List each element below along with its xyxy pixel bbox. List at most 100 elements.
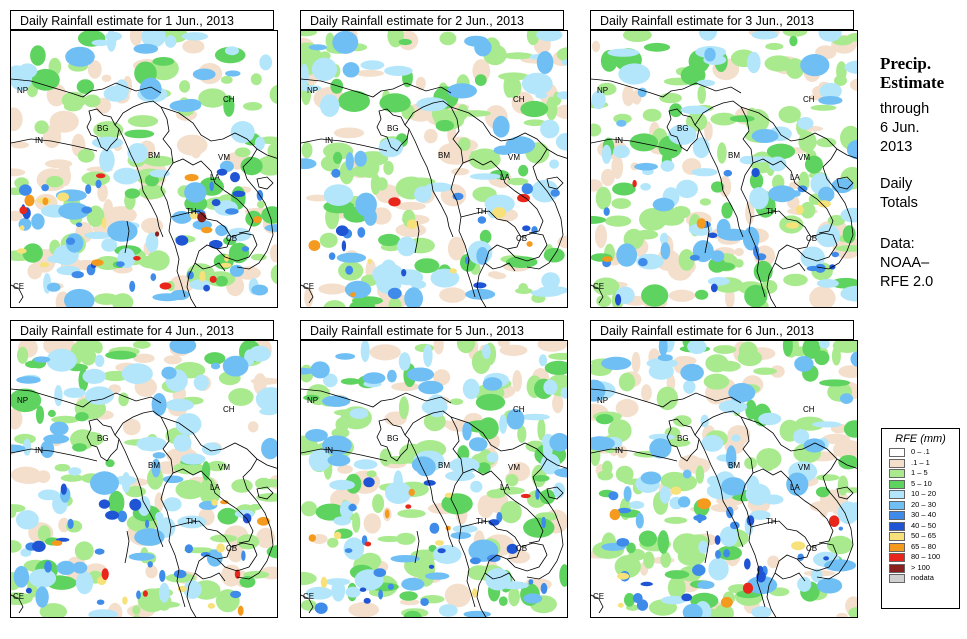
rain-cell — [209, 181, 214, 192]
label-ch: CH — [803, 95, 815, 104]
panel-title: Daily Rainfall estimate for 6 Jun., 2013 — [590, 320, 854, 340]
country-labels: NP CH IN BG BM VM LA TH CB CE — [303, 396, 527, 601]
label-la: LA — [500, 483, 510, 492]
rain-cell — [692, 564, 706, 576]
label-ce: CE — [13, 282, 24, 291]
rain-cell — [132, 605, 141, 615]
rain-cell — [207, 603, 216, 609]
rain-cell — [320, 576, 328, 588]
rainfall-map: NP CH IN BG BM VM LA TH CB CE — [300, 340, 568, 618]
rainfall-panel-jun2: Daily Rainfall estimate for 2 Jun., 2013… — [300, 10, 568, 310]
rain-cell — [11, 540, 22, 553]
rain-cell — [308, 449, 331, 472]
rain-cell — [371, 207, 392, 225]
rain-cell — [520, 413, 550, 421]
label-cb: CB — [226, 544, 237, 553]
rain-cell — [657, 530, 669, 554]
rain-cell — [56, 560, 76, 575]
rain-cell — [710, 283, 718, 293]
rain-cell — [107, 220, 138, 242]
rain-cell — [496, 512, 503, 523]
rain-cell — [367, 258, 372, 264]
rain-cell — [30, 45, 46, 66]
rainfall-panel-jun5: Daily Rainfall estimate for 5 Jun., 2013… — [300, 320, 568, 620]
rain-cell — [506, 543, 518, 554]
rain-cell — [219, 262, 232, 268]
rain-cell — [137, 496, 151, 516]
rain-cell — [615, 465, 634, 483]
rain-cell — [127, 115, 159, 128]
rain-cell — [220, 500, 229, 505]
rain-cell — [182, 39, 205, 54]
rain-cell — [691, 168, 718, 177]
rain-cell — [16, 376, 41, 384]
rain-cell — [60, 483, 67, 495]
rain-cell — [98, 499, 110, 509]
rain-cell — [82, 368, 106, 384]
rainfall-map: NP CH IN BG BM VM LA TH CB CE — [590, 340, 858, 618]
panel-title: Daily Rainfall estimate for 1 Jun., 2013 — [10, 10, 274, 30]
rain-cell — [269, 85, 277, 104]
rain-cell — [40, 440, 55, 458]
rain-cell — [517, 425, 527, 443]
rain-cell — [716, 218, 731, 239]
label-np: NP — [597, 396, 608, 405]
rain-cell — [328, 252, 336, 260]
label-vm: VM — [508, 463, 520, 472]
rain-cell — [383, 161, 394, 175]
rain-cell — [462, 378, 480, 400]
rain-cell — [689, 254, 700, 261]
rain-cell — [54, 385, 63, 407]
rain-cell — [136, 436, 167, 452]
rain-cell — [596, 295, 612, 307]
rain-cell — [739, 155, 756, 165]
rain-cell — [384, 509, 390, 519]
rain-cell — [199, 270, 206, 282]
rain-cell — [216, 168, 228, 176]
rain-cell — [734, 247, 744, 257]
rain-cell — [223, 95, 235, 117]
rain-cell — [209, 239, 223, 249]
rain-cell — [536, 31, 563, 42]
rain-cell — [405, 504, 412, 509]
rain-cell — [682, 469, 692, 479]
rain-cell — [669, 103, 683, 118]
rain-cell — [477, 462, 491, 474]
rain-cell — [819, 341, 830, 349]
rain-cell — [682, 603, 703, 617]
rain-cell — [710, 250, 725, 262]
rain-cell — [257, 516, 270, 526]
rain-cell — [537, 418, 546, 441]
rain-cell — [523, 593, 543, 604]
legend-label: 10 – 20 — [911, 489, 937, 498]
rain-cell — [751, 606, 772, 617]
rain-cell — [179, 80, 191, 93]
rain-cell — [343, 537, 365, 560]
rain-cell — [348, 602, 379, 617]
rain-cell — [815, 486, 830, 498]
rain-cell — [377, 535, 402, 543]
rain-cell — [521, 72, 553, 95]
rain-cell — [601, 168, 615, 187]
rain-cell — [693, 514, 707, 522]
rain-cell — [842, 225, 856, 244]
rain-cell — [335, 225, 349, 236]
rain-cell — [397, 509, 426, 518]
rain-cell — [201, 226, 213, 234]
rain-cell — [438, 604, 458, 617]
rain-cell — [681, 593, 693, 602]
rain-cell — [810, 104, 837, 111]
daily-line-1: Daily — [880, 176, 913, 192]
rain-cell — [128, 552, 155, 561]
rain-cell — [256, 155, 277, 176]
rain-cell — [239, 576, 256, 588]
rain-cell — [65, 46, 95, 67]
rain-cell — [401, 269, 407, 277]
rain-cell — [559, 564, 567, 587]
rain-cell — [462, 421, 472, 441]
through-label: through — [880, 101, 930, 117]
rain-cell — [469, 173, 501, 180]
rain-cell — [803, 438, 826, 453]
rain-cell — [11, 168, 26, 177]
rain-cell — [533, 475, 550, 482]
